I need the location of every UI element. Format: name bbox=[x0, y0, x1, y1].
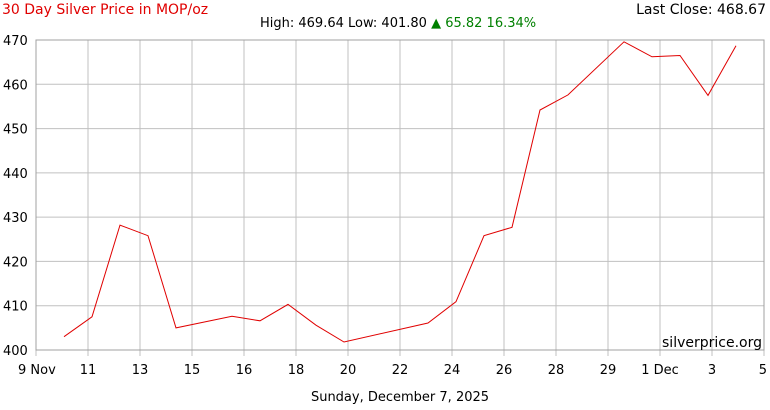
x-tick-label: 11 bbox=[80, 363, 97, 378]
y-tick-label: 450 bbox=[3, 123, 28, 138]
chart-title: 30 Day Silver Price in MOP/oz bbox=[2, 2, 209, 18]
low-value: Low: 401.80 bbox=[348, 16, 427, 31]
x-tick-label: 20 bbox=[340, 363, 357, 378]
series-line bbox=[63, 41, 737, 343]
x-tick-label: 24 bbox=[444, 363, 461, 378]
y-tick-label: 430 bbox=[3, 211, 28, 226]
plot-area-border bbox=[35, 39, 765, 351]
last-close-label: Last Close: 468.67 bbox=[636, 2, 766, 18]
x-tick-label: 15 bbox=[184, 363, 201, 378]
x-tick-label: 22 bbox=[392, 363, 409, 378]
x-tick-label: 5 bbox=[759, 363, 767, 378]
x-tick-label: 28 bbox=[548, 363, 565, 378]
x-tick-label: 3 bbox=[708, 363, 716, 378]
high-value: High: 469.64 bbox=[260, 16, 344, 31]
x-tick-label: 26 bbox=[496, 363, 513, 378]
y-tick-label: 440 bbox=[3, 167, 28, 182]
y-tick-label: 460 bbox=[3, 78, 28, 93]
x-tick-label: 18 bbox=[288, 363, 305, 378]
x-tick-label: 29 bbox=[600, 363, 617, 378]
y-tick-label: 420 bbox=[3, 255, 28, 270]
x-tick-label: 9 Nov bbox=[18, 363, 56, 378]
x-tick-label: 16 bbox=[236, 363, 253, 378]
y-axis-ticks: 400 410 420 430 440 450 460 470 bbox=[3, 34, 28, 359]
watermark: silverprice.org bbox=[662, 335, 762, 351]
x-axis-ticks: 9 Nov 11 13 15 16 18 20 22 24 26 28 29 1 Dec 3 5 bbox=[18, 363, 767, 378]
up-arrow-icon: ▲ bbox=[431, 16, 442, 31]
x-tick-label: 1 Dec bbox=[641, 363, 679, 378]
change-value: 65.82 16.34% bbox=[445, 16, 537, 31]
y-tick-label: 470 bbox=[3, 34, 28, 49]
chart-grid bbox=[35, 39, 765, 356]
price-stats: High: 469.64 Low: 401.80 ▲ 65.82 16.34% bbox=[260, 16, 536, 31]
y-tick-label: 400 bbox=[3, 344, 28, 359]
y-tick-label: 410 bbox=[3, 300, 28, 315]
footer-date: Sunday, December 7, 2025 bbox=[310, 390, 490, 405]
x-tick-label: 13 bbox=[132, 363, 149, 378]
